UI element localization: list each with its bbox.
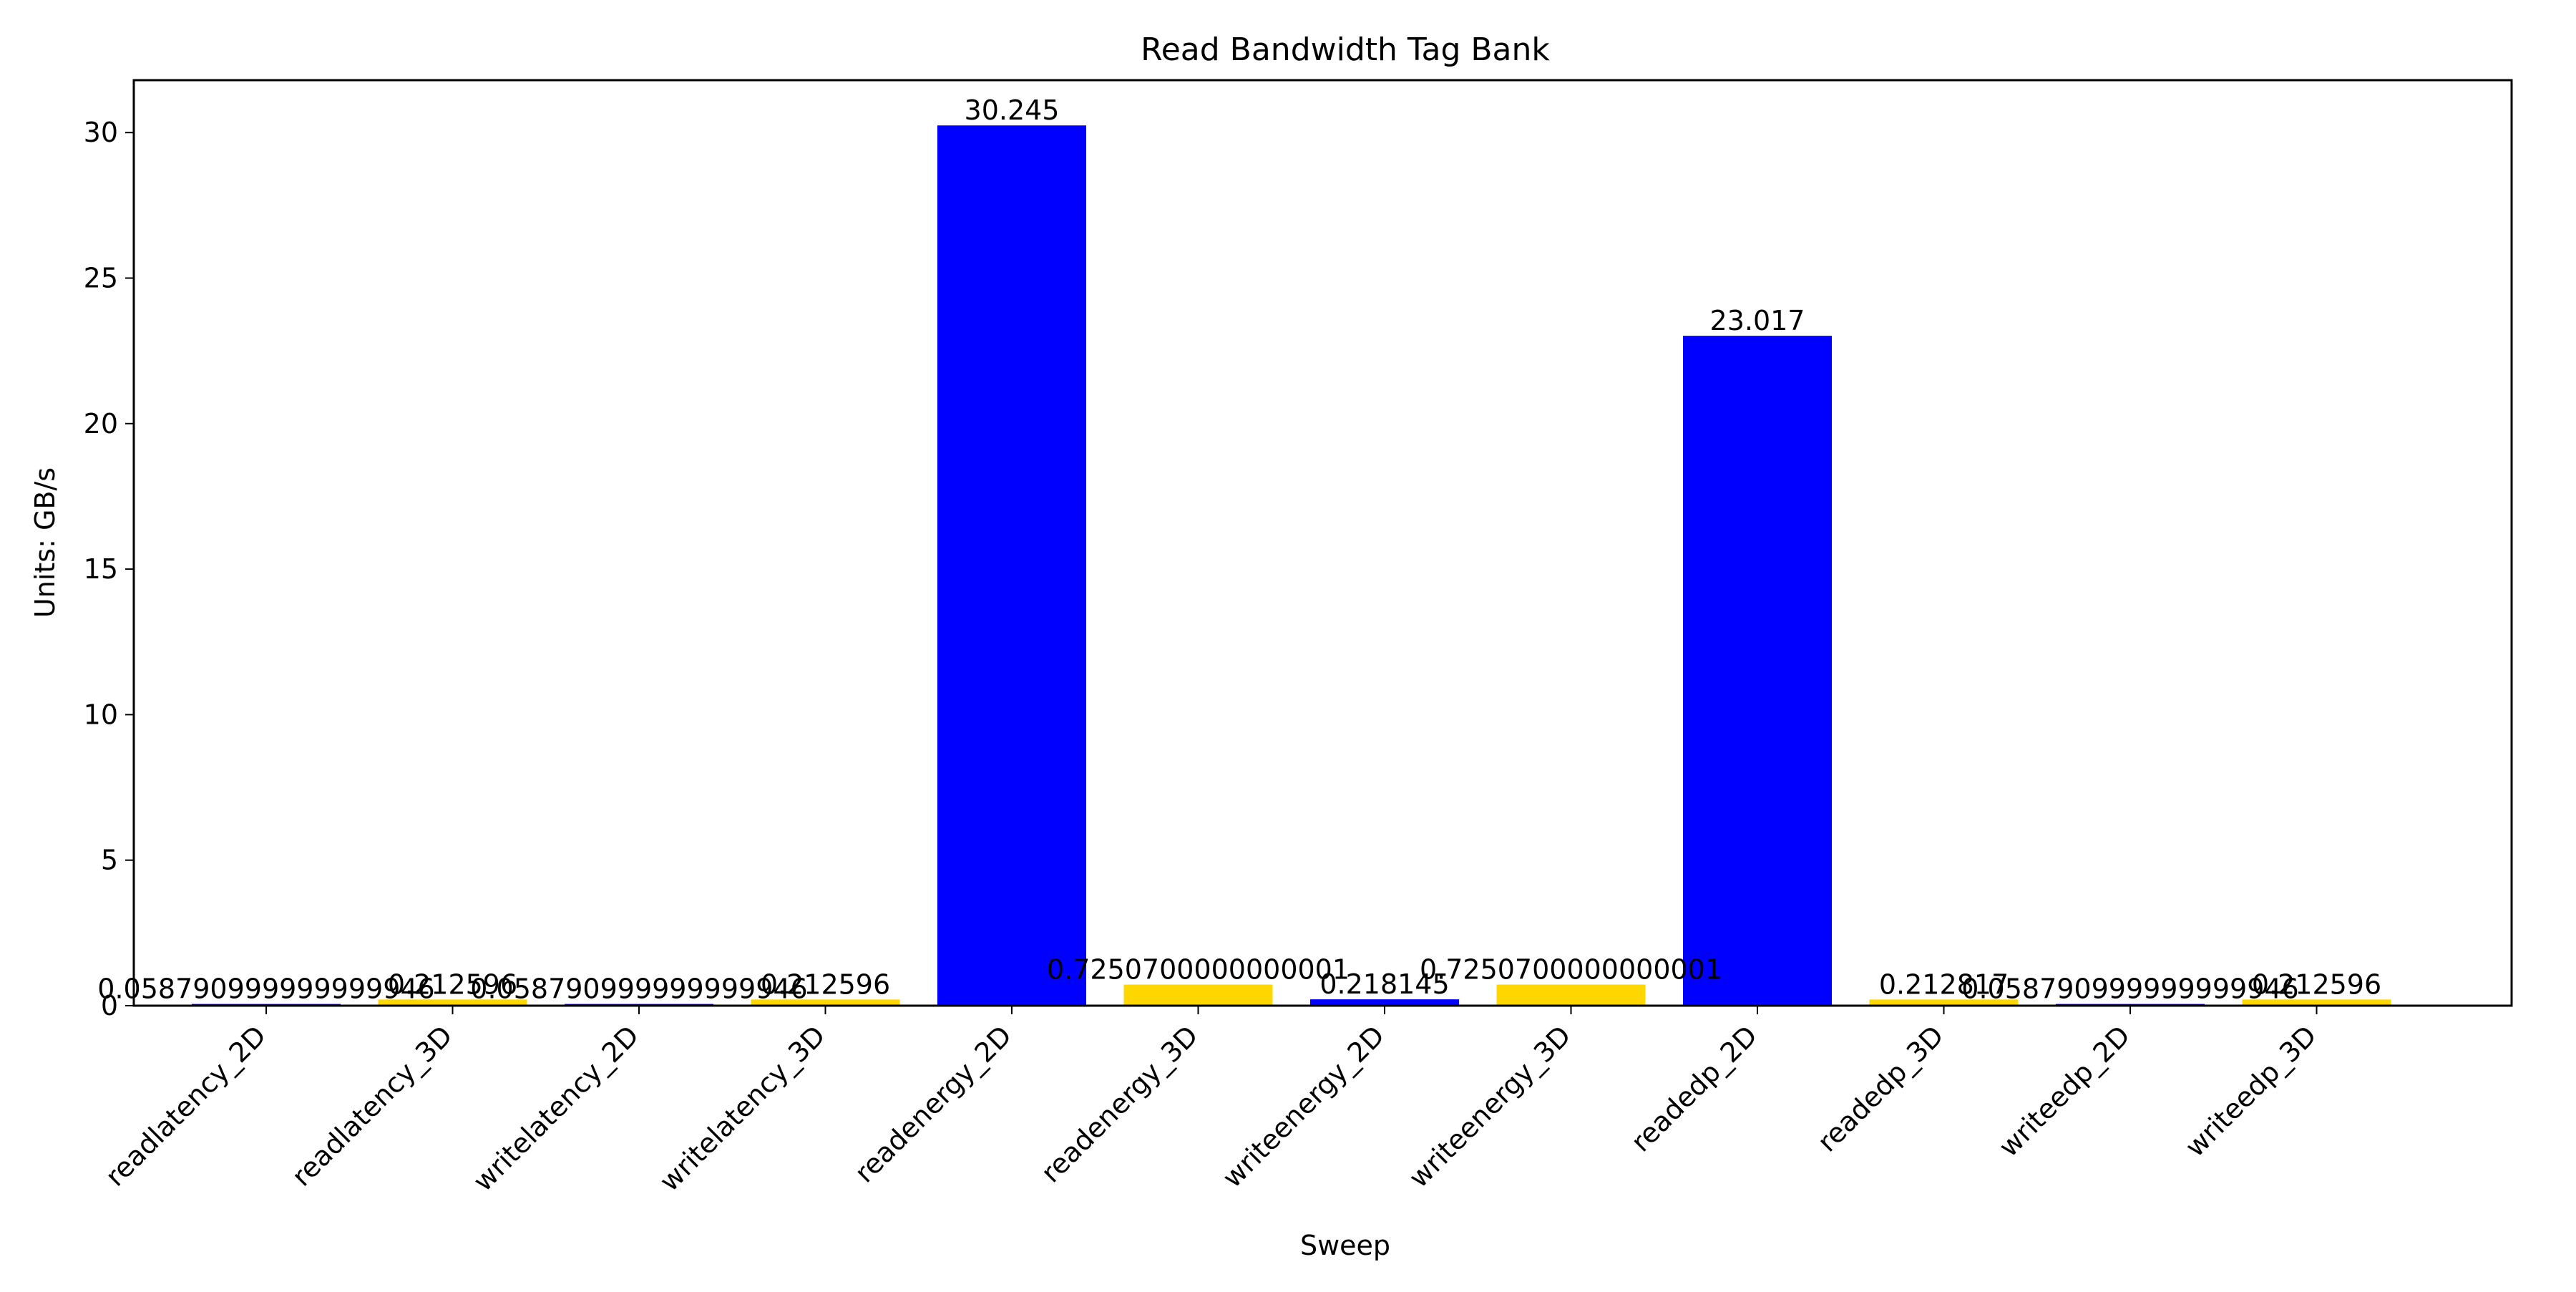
data-label-writelatency_3D: 0.212596 [761,968,890,1000]
data-label-writeenergy_3D: 0.7250700000000001 [1420,954,1722,986]
x-tick-label-readlatency_2D: readlatency_2D [99,1019,273,1193]
y-tick-label-15: 15 [84,553,118,585]
y-tick-label-5: 5 [101,845,118,876]
data-label-readedp_2D: 23.017 [1710,305,1805,336]
x-tick-label-writelatency_3D: writelatency_3D [653,1019,831,1198]
y-tick-label-30: 30 [84,117,118,148]
x-tick-label-readlatency_3D: readlatency_3D [286,1019,459,1193]
data-label-readenergy_3D: 0.7250700000000001 [1047,954,1350,986]
x-tick-label-writeenergy_2D: writeenergy_2D [1216,1019,1391,1194]
y-tick-label-20: 20 [84,408,118,439]
data-label-writeenergy_2D: 0.218145 [1319,968,1449,1000]
y-axis: 0 5 10 15 20 25 30 [84,117,134,1021]
data-label-writeedp_3D: 0.212596 [2252,968,2381,1000]
x-tick-label-readenergy_2D: readenergy_2D [849,1019,1018,1188]
bar-writeenergy_2D [1310,999,1459,1006]
y-tick-label-0: 0 [101,990,118,1021]
bars-layer [192,125,2391,1006]
bar-readedp_2D [1683,336,1832,1006]
data-label-readlatency_3D: 0.212596 [388,968,517,1000]
y-tick-label-25: 25 [84,262,118,293]
y-tick-label-10: 10 [84,699,118,730]
x-tick-label-readenergy_3D: readenergy_3D [1035,1019,1204,1188]
x-tick-label-readedp_3D: readedp_3D [1811,1019,1949,1157]
chart-title: Read Bandwidth Tag Bank [1141,31,1550,68]
bar-readedp_3D [1869,999,2019,1006]
x-axis: readlatency_2D readlatency_3D writelatency… [99,1006,2323,1198]
bar-writeedp_3D [2242,999,2391,1006]
x-axis-title: Sweep [1300,1230,1390,1261]
y-axis-title: Units: GB/s [29,467,61,618]
bar-writeenergy_3D [1496,984,1646,1006]
data-labels-layer: 0.0587909999999999460.2125960.0587909999… [97,94,2381,1004]
bar-readenergy_3D [1123,984,1273,1006]
x-tick-label-writeenergy_3D: writeenergy_3D [1402,1019,1577,1194]
data-label-readenergy_2D: 30.245 [965,94,1060,126]
data-label-writeedp_2D: 0.058790999999999946 [1961,973,2298,1005]
x-tick-label-writeedp_3D: writeedp_3D [2179,1019,2323,1163]
x-tick-label-writelatency_2D: writelatency_2D [467,1019,645,1198]
bar-writelatency_3D [751,999,900,1006]
data-label-readlatency_2D: 0.058790999999999946 [97,973,434,1005]
plot-frame [132,79,2513,1007]
bar-readenergy_2D [937,125,1086,1006]
x-tick-label-readedp_2D: readedp_2D [1625,1019,1763,1157]
bar-readlatency_3D [378,999,527,1006]
data-label-writelatency_2D: 0.058790999999999946 [470,973,807,1005]
x-tick-label-writeedp_2D: writeedp_2D [1993,1019,2137,1163]
data-label-readedp_3D: 0.212817 [1879,968,2009,1000]
